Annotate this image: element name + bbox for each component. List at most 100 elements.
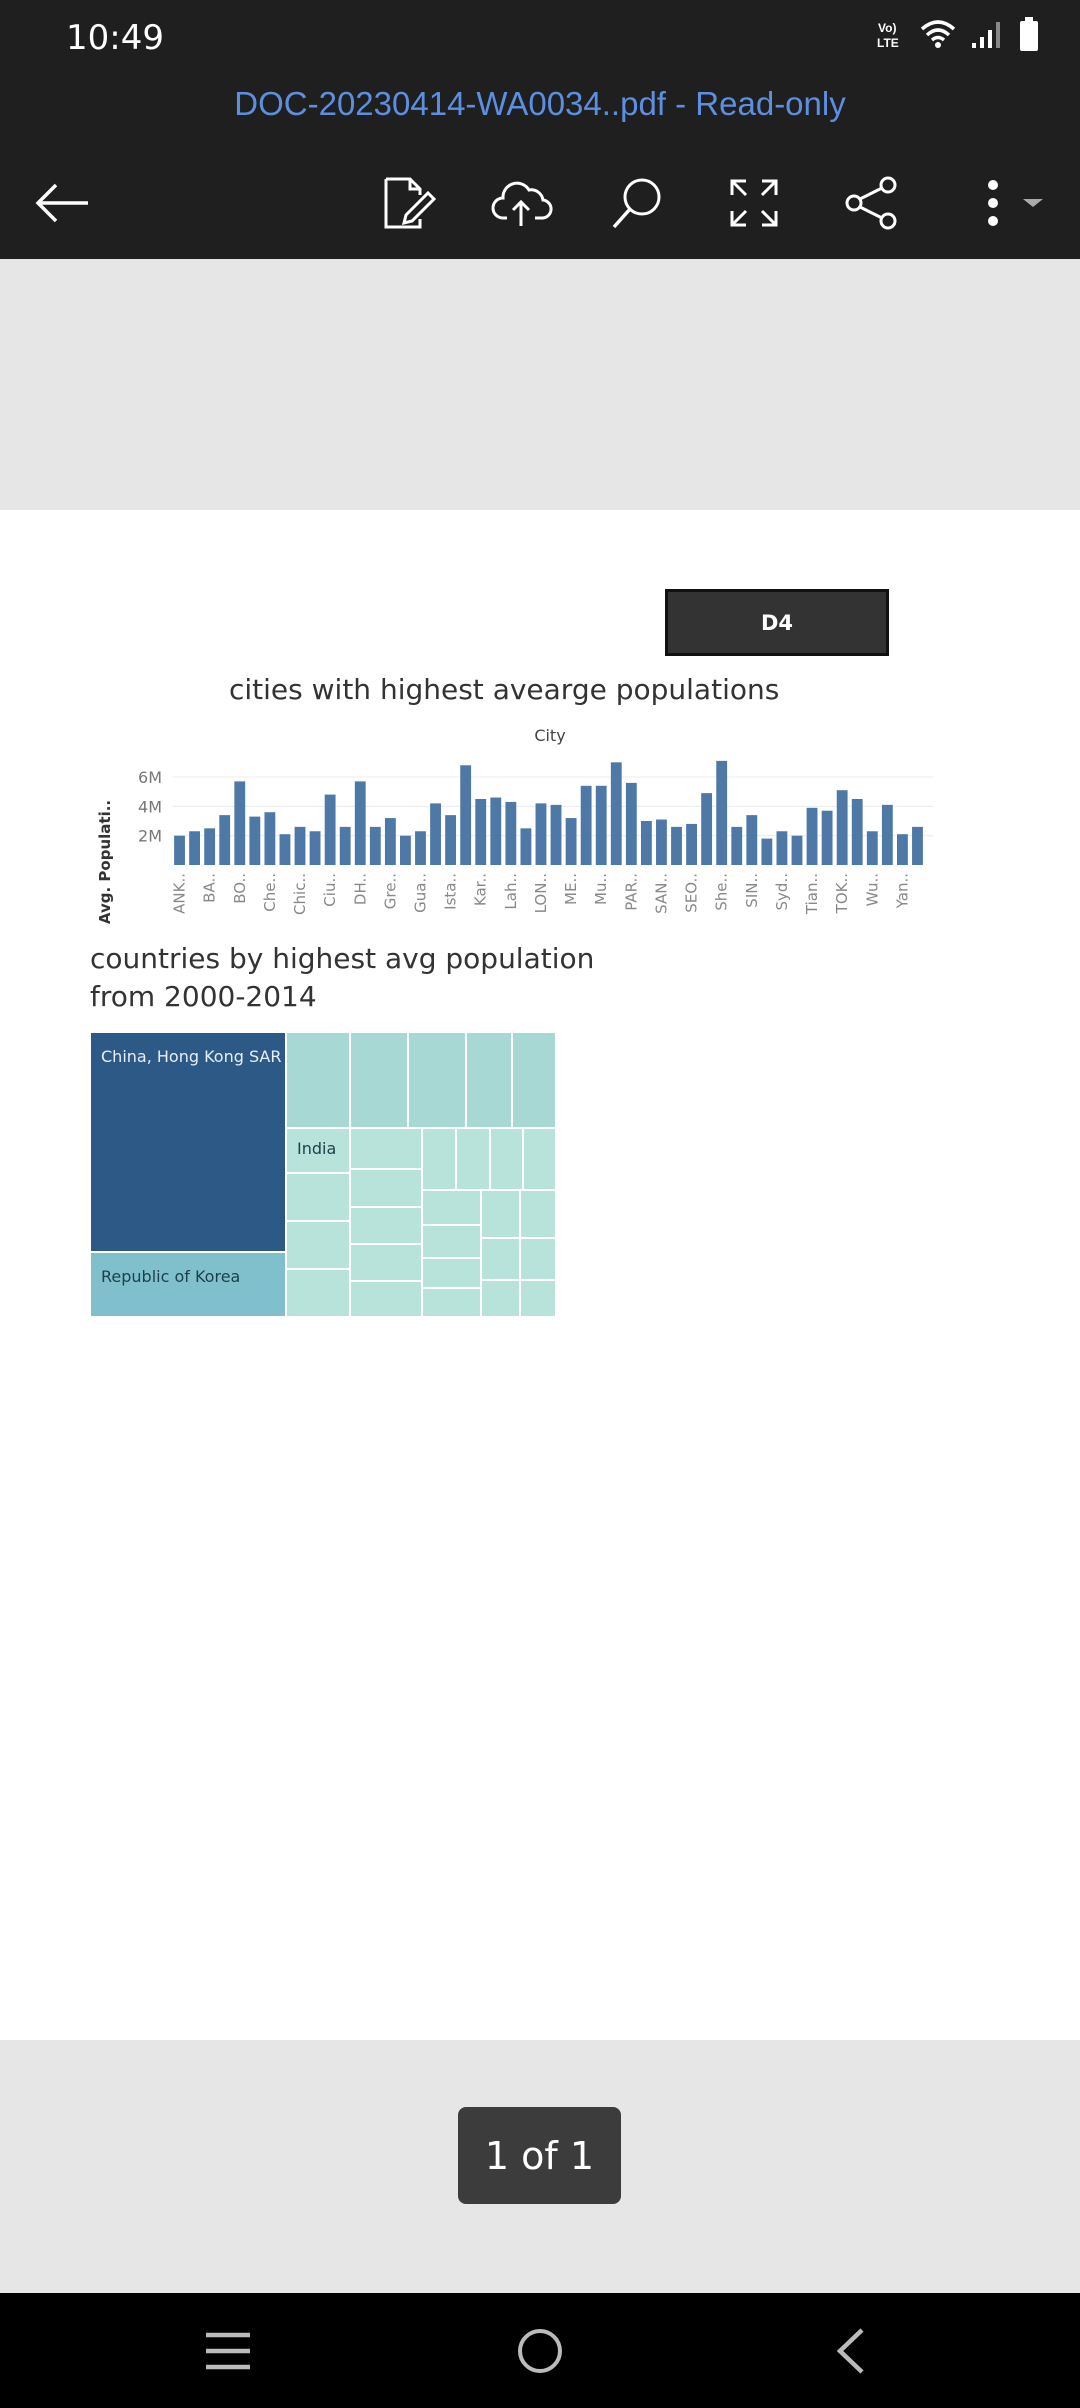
chart1-y-tick-label: 4M xyxy=(138,797,162,816)
wifi-icon xyxy=(920,19,956,53)
chart1-bar xyxy=(324,794,336,865)
page-indicator: 1 of 1 xyxy=(458,2107,621,2204)
chart1-bar xyxy=(475,799,487,865)
share-icon[interactable] xyxy=(832,163,912,243)
chart1-x-tick-label: Chic.. xyxy=(291,873,309,915)
chart1-bar xyxy=(836,790,848,865)
treemap-cell xyxy=(408,1032,466,1128)
chart1-title: cities with highest avearge populations xyxy=(229,673,780,706)
chart1-bar xyxy=(746,815,758,865)
treemap-cell xyxy=(481,1190,520,1238)
chart1-x-tick-label: SEO.. xyxy=(683,873,701,913)
chart1-bar xyxy=(189,831,201,865)
treemap-cell xyxy=(520,1238,556,1280)
recent-apps-icon[interactable] xyxy=(188,2313,268,2389)
chart1-bar xyxy=(219,815,231,865)
chart1-x-tick-label: SAN.. xyxy=(652,873,670,914)
chart1-x-tick-label: Syd.. xyxy=(773,873,791,910)
chart1-bar xyxy=(550,804,562,865)
edit-document-icon[interactable] xyxy=(368,163,448,243)
chart1-bar xyxy=(791,835,803,865)
cloud-upload-icon[interactable] xyxy=(482,163,562,243)
chart1-bar xyxy=(339,826,351,865)
navigation-bar xyxy=(0,2293,1080,2408)
chart1-bar xyxy=(520,828,532,865)
chart1-x-tick-label: ANK.. xyxy=(171,873,189,914)
chart1-x-tick-label: DH.. xyxy=(351,873,369,905)
chart1-column-header: City xyxy=(534,726,565,745)
chart1-x-tick-label: Wu.. xyxy=(863,873,881,906)
treemap-cell xyxy=(422,1190,481,1225)
app-header: DOC-20230414-WA0034..pdf - Read-only xyxy=(0,75,1080,259)
chart1-x-tick-label: PAR.. xyxy=(622,873,640,911)
pdf-page[interactable]: D4 cities with highest avearge populatio… xyxy=(0,510,1080,2040)
chart1-bar xyxy=(625,782,637,865)
treemap-cell xyxy=(422,1225,481,1258)
chart1-x-tick-label: Che.. xyxy=(261,873,279,912)
city-population-bar-chart: City Avg. Populati.. 6M 4M 2M ANK.. BA.. BO.… xyxy=(96,726,933,924)
chart1-x-tick-label: ME.. xyxy=(562,873,580,905)
chart1-x-tick-labels: ANK.. BA.. BO.. Che.. Chic.. Ciu.. DH.. Gre.. Gu… xyxy=(171,873,912,915)
treemap-cell xyxy=(350,1207,422,1244)
chart1-x-tick-label: Lah.. xyxy=(502,873,520,910)
volte-icon: Vo) LTE xyxy=(876,18,906,54)
chart1-bar xyxy=(565,818,577,865)
chart1-x-tick-label: BA.. xyxy=(201,873,219,903)
chart1-y-ticks: 6M 4M 2M xyxy=(138,768,162,846)
chart1-y-tick-label: 6M xyxy=(138,768,162,787)
chart1-bar xyxy=(234,781,246,865)
treemap-cell xyxy=(422,1128,456,1190)
chart1-bar xyxy=(610,762,622,865)
chart1-x-tick-label: Yan.. xyxy=(893,873,911,909)
treemap-cell-korea: Republic of Korea xyxy=(90,1252,286,1317)
chart1-bar xyxy=(731,826,743,865)
chart1-bar xyxy=(505,801,517,865)
chart1-bar xyxy=(249,816,261,865)
status-bar: 10:49 Vo) LTE xyxy=(0,0,1080,75)
treemap-cell xyxy=(286,1269,350,1317)
chart1-bar xyxy=(806,807,818,865)
chart1-bar xyxy=(656,819,667,865)
svg-text:LTE: LTE xyxy=(877,36,899,50)
battery-icon xyxy=(1018,16,1040,56)
chart2-title: countries by highest avg population from… xyxy=(90,940,610,1016)
status-icons: Vo) LTE xyxy=(876,16,1040,56)
treemap-cell xyxy=(350,1128,422,1169)
chart1-bar xyxy=(354,781,366,865)
chart1-x-tick-label: BO.. xyxy=(231,873,249,904)
chart1-bar xyxy=(761,838,773,865)
chart1-bar xyxy=(866,831,878,865)
back-arrow-icon[interactable] xyxy=(22,163,102,243)
chart1-bar xyxy=(896,834,908,865)
chart1-bar xyxy=(294,826,306,865)
chart1-x-tick-label: She.. xyxy=(713,873,731,911)
document-title: DOC-20230414-WA0034..pdf - Read-only xyxy=(234,85,846,122)
nav-back-icon[interactable] xyxy=(810,2313,890,2389)
search-icon[interactable] xyxy=(598,163,678,243)
chart1-bar xyxy=(445,815,457,865)
home-icon[interactable] xyxy=(500,2313,580,2389)
chart1-x-tick-label: LON.. xyxy=(532,873,550,913)
chart1-bar xyxy=(686,823,697,865)
treemap-label-india: India xyxy=(297,1139,337,1158)
treemap-cell xyxy=(286,1221,350,1269)
treemap-label-china: China, Hong Kong SAR xyxy=(101,1047,282,1066)
chart1-x-tick-label: Gre.. xyxy=(381,873,399,909)
treemap-cell xyxy=(350,1244,422,1281)
chart1-bar xyxy=(174,835,185,865)
treemap-cell xyxy=(481,1280,520,1317)
treemap-cell-china: China, Hong Kong SAR xyxy=(90,1032,286,1252)
chart1-bar xyxy=(640,821,652,865)
svg-text:Vo): Vo) xyxy=(878,21,896,35)
chart1-x-tick-label: TOK.. xyxy=(833,873,851,914)
country-population-treemap: China, Hong Kong SAR Republic of Korea I… xyxy=(90,1032,556,1317)
d4-label-box: D4 xyxy=(665,589,889,656)
fullscreen-icon[interactable] xyxy=(714,163,794,243)
chart1-bar xyxy=(415,831,426,865)
chart2-title-line1: countries by highest avg population xyxy=(90,942,595,975)
treemap-cell xyxy=(456,1128,490,1190)
chart1-ylabel: Avg. Populati.. xyxy=(96,800,114,924)
chart1-bar xyxy=(264,812,276,865)
more-options-icon[interactable] xyxy=(952,163,1052,243)
treemap-cell-india: India xyxy=(286,1128,350,1173)
